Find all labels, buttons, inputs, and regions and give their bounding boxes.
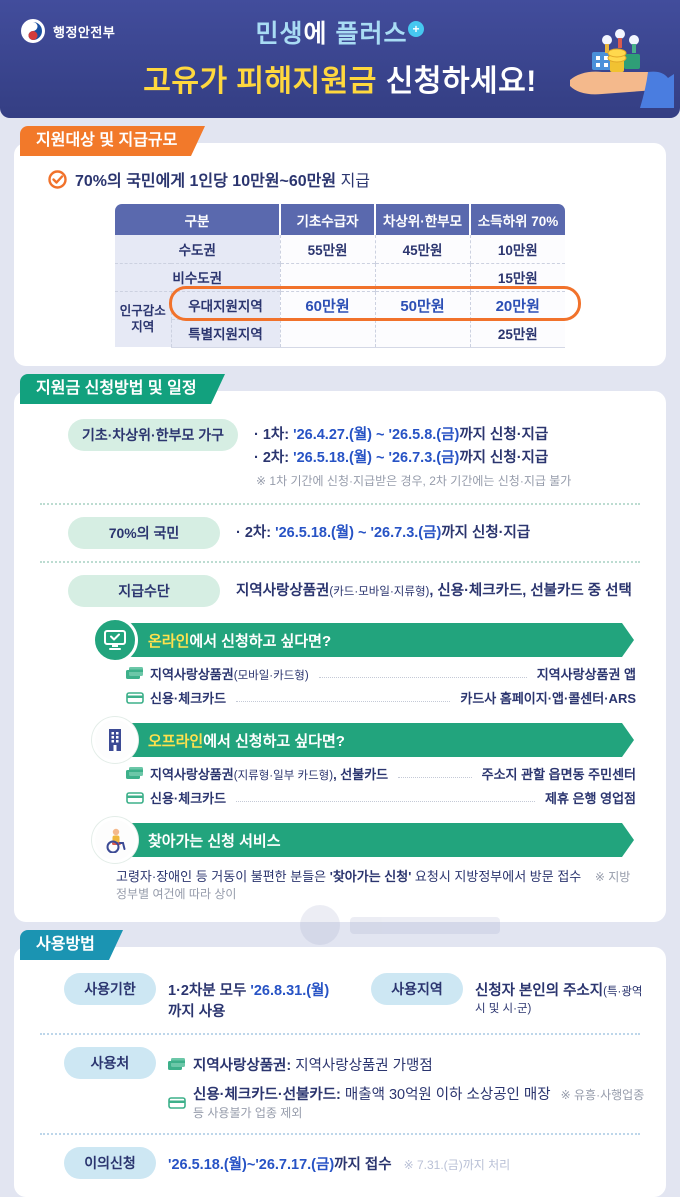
visit-banner: 찾아가는 신청 서비스 <box>116 823 634 858</box>
channel-item-target: 카드사 홈페이지·앱·콜센터·ARS <box>460 691 636 707</box>
col-header: 소득하위 70% <box>469 204 565 235</box>
card-icon <box>126 667 144 680</box>
dotted-leader <box>236 693 451 703</box>
row-public: 70%의 국민 · 2차: '26.5.18.(월) ~ '26.7.3.(금)… <box>68 517 646 550</box>
channel-offline: 오프라인 에서 신청하고 싶다면? 지역사랑상품권(지류형·일부 카드형), 선불… <box>92 717 646 807</box>
visit-note: ※ 지방정부별 여건에 따라 상이 <box>116 870 631 902</box>
dotted-divider <box>40 503 640 506</box>
channel-item-target: 제휴 은행 영업점 <box>545 791 636 807</box>
card-icon <box>126 791 144 804</box>
channel-item: 신용·체크카드 카드사 홈페이지·앱·콜센터·ARS <box>126 688 636 707</box>
channel-online: 온라인 에서 신청하고 싶다면? 지역사랑상품권(모바일·카드형) 지역사랑상품권… <box>92 617 646 707</box>
header-titles: 민생에 플러스 + 고유가 피해지원금 신청하세요! <box>0 14 680 100</box>
eligibility-lead: 70%의 국민에게 1인당 10만원~60만원 지급 <box>48 167 646 191</box>
card-icon <box>126 691 144 704</box>
table-row: 특별지원지역 25만원 <box>115 318 565 348</box>
row-appeal: 이의신청 '26.5.18.(월)~'26.7.17.(금)까지 접수 ※ 7.… <box>64 1147 646 1180</box>
method-line: 지역사랑상품권(카드·모바일·지류형), 신용·체크카드, 선불카드 중 선택 <box>236 583 632 600</box>
row-method: 지급수단 지역사랑상품권(카드·모바일·지류형), 신용·체크카드, 선불카드 … <box>68 575 646 608</box>
channel-item: 신용·체크카드 제휴 은행 영업점 <box>126 788 636 807</box>
channel-item-target: 주소지 관할 읍면동 주민센터 <box>481 767 636 783</box>
dotted-leader <box>398 769 472 779</box>
apply-ribbon: 지원금 신청방법 및 일정 <box>20 373 225 404</box>
schedule-line: · 1차: '26.4.27.(월) ~ '26.5.8.(금)까지 신청·지급 <box>254 426 549 443</box>
eligibility-card: 70%의 국민에게 1인당 10만원~60만원 지급 구분 기초수급자 차상위·… <box>14 143 666 366</box>
section-eligibility: 지원대상 및 지급규모 70%의 국민에게 1인당 10만원~60만원 지급 구… <box>14 126 666 366</box>
dotted-divider <box>40 561 640 564</box>
where-line: 지역사랑상품권: 지역사랑상품권 가맹점 <box>168 1054 646 1075</box>
usage-period-text: 1·2차분 모두 '26.8.31.(월)까지 사용 <box>168 983 330 1021</box>
online-banner: 온라인 에서 신청하고 싶다면? <box>116 623 634 658</box>
appeal-text: '26.5.18.(월)~'26.7.17.(금)까지 접수 ※ 7.31.(금… <box>168 1157 511 1174</box>
section-apply: 지원금 신청방법 및 일정 기초·차상위·한부모 가구 · 1차: '26.4.… <box>14 373 666 923</box>
pill-basic-household: 기초·차상위·한부모 가구 <box>68 418 239 451</box>
appeal-note: ※ 7.31.(금)까지 처리 <box>403 1158 511 1173</box>
wheelchair-icon <box>92 817 138 864</box>
channel-item: 지역사랑상품권(지류형·일부 카드형), 선불카드 주소지 관할 읍면동 주민센… <box>126 764 636 783</box>
table-row: 인구감소 지역 우대지원지역 60만원 50만원 20만원 <box>115 290 565 347</box>
dotted-leader <box>318 669 527 679</box>
channel-item-target: 지역사랑상품권 앱 <box>536 667 636 683</box>
card-icon <box>168 1096 186 1109</box>
where-line: 신용·체크카드·선불카드: 매출액 30억원 이하 소상공인 매장 ※ 유흥·사… <box>168 1083 646 1121</box>
dotted-divider <box>40 1033 640 1036</box>
row-basic-household: 기초·차상위·한부모 가구 · 1차: '26.4.27.(월) ~ '26.5… <box>68 418 646 492</box>
monitor-icon <box>92 617 138 664</box>
usage-card: 사용기한 1·2차분 모두 '26.8.31.(월)까지 사용 사용지역 신청자… <box>14 947 666 1197</box>
pill-public: 70%의 국민 <box>68 517 220 550</box>
check-icon <box>48 169 67 189</box>
col-header: 구분 <box>115 204 280 235</box>
agency-name: 행정안전부 <box>53 24 116 40</box>
support-table: 구분 기초수급자 차상위·한부모 소득하위 70% 수도권 55만원 45만원 … <box>115 204 581 348</box>
apply-card: 기초·차상위·한부모 가구 · 1차: '26.4.27.(월) ~ '26.5… <box>14 390 666 923</box>
schedule-line: · 2차: '26.5.18.(월) ~ '26.7.3.(금)까지 신청·지급 <box>254 449 549 466</box>
hand-coins-illustration <box>562 22 674 113</box>
channel-item: 지역사랑상품권(모바일·카드형) 지역사랑상품권 앱 <box>126 664 636 683</box>
row-usage-period: 사용기한 1·2차분 모두 '26.8.31.(월)까지 사용 사용지역 신청자… <box>64 973 646 1021</box>
header-subtitle: 민생에 플러스 + <box>0 14 680 50</box>
watermark-text-bar <box>350 916 500 934</box>
col-header: 차상위·한부모 <box>374 204 470 235</box>
taegeuk-icon <box>20 18 46 44</box>
pill-usage-area: 사용지역 <box>370 973 463 1006</box>
row-usage-where: 사용처 지역사랑상품권: 지역사랑상품권 가맹점 신용·체크카드·선불카드: 매… <box>64 1047 646 1121</box>
eligibility-ribbon: 지원대상 및 지급규모 <box>20 126 206 156</box>
plus-badge-icon: + <box>408 20 425 37</box>
table-row: 비수도권 15만원 <box>115 262 565 291</box>
channel-visit: 찾아가는 신청 서비스 고령자·장애인 등 거동이 불편한 분들은 '찾아가는 … <box>92 817 646 902</box>
watermark <box>300 905 500 945</box>
card-icon <box>126 767 144 780</box>
poster-header: 행정안전부 민생에 플러스 + 고유가 피해지원금 신청하세요! <box>0 0 680 118</box>
offline-banner: 오프라인 에서 신청하고 싶다면? <box>116 723 634 758</box>
dotted-divider <box>40 1133 640 1136</box>
visit-desc: 고령자·장애인 등 거동이 불편한 분들은 '찾아가는 신청' 요청시 지방정부… <box>116 869 631 902</box>
gov-logo: 행정안전부 <box>20 18 115 44</box>
dotted-leader <box>236 793 536 803</box>
col-header: 기초수급자 <box>279 204 375 235</box>
table-header-row: 구분 기초수급자 차상위·한부모 소득하위 70% <box>115 204 565 235</box>
usage-ribbon: 사용방법 <box>20 930 123 961</box>
header-title: 고유가 피해지원금 신청하세요! <box>143 65 537 98</box>
usage-area-text: 신청자 본인의 주소지(특·광역시 및 시·군) <box>474 983 643 1016</box>
table-row: 수도권 55만원 45만원 10만원 <box>115 235 565 263</box>
card-icon <box>168 1058 186 1071</box>
schedule-note: ※ 1차 기간에 신청·지급받은 경우, 2차 기간에는 신청·지급 불가 <box>256 473 572 488</box>
watermark-emblem <box>300 905 340 945</box>
section-usage: 사용방법 사용기한 1·2차분 모두 '26.8.31.(월)까지 사용 사용지… <box>14 930 666 1197</box>
building-icon <box>92 717 138 764</box>
pill-usage-period: 사용기한 <box>64 973 156 1006</box>
schedule-line: · 2차: '26.5.18.(월) ~ '26.7.3.(금)까지 신청·지급 <box>236 525 531 542</box>
pill-method: 지급수단 <box>68 575 220 608</box>
pill-usage-where: 사용처 <box>64 1047 156 1080</box>
pill-appeal: 이의신청 <box>64 1147 156 1180</box>
